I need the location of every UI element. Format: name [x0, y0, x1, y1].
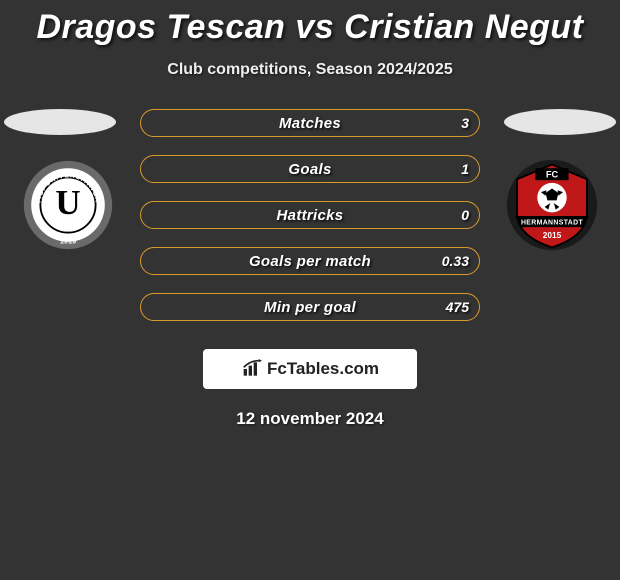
stat-label: Min per goal [264, 299, 356, 316]
player-oval-right [504, 109, 616, 135]
club-crest-left-icon: U F.C. UNIVERSITATEA 1919 [22, 159, 114, 251]
svg-text:FC: FC [546, 169, 559, 179]
bar-chart-icon [241, 359, 263, 379]
stat-row-hattricks: Hattricks 0 [140, 201, 480, 229]
stat-row-goals-per-match: Goals per match 0.33 [140, 247, 480, 275]
svg-text:HERMANNSTADT: HERMANNSTADT [521, 219, 584, 226]
club-crest-right-icon: FC HERMANNSTADT 2015 [506, 159, 598, 251]
date-text: 12 november 2024 [0, 409, 620, 429]
stat-label: Hattricks [277, 207, 344, 224]
stat-label: Matches [279, 115, 341, 132]
stat-right-value: 0 [461, 207, 469, 223]
stat-right-value: 475 [446, 299, 469, 315]
stat-label: Goals [288, 161, 331, 178]
subtitle: Club competitions, Season 2024/2025 [0, 61, 620, 79]
club-badge-left: U F.C. UNIVERSITATEA 1919 [22, 159, 114, 251]
brand-text: FcTables.com [267, 359, 379, 379]
stat-right-value: 3 [461, 115, 469, 131]
svg-text:2015: 2015 [543, 231, 562, 240]
stat-right-value: 0.33 [442, 253, 469, 269]
page-title: Dragos Tescan vs Cristian Negut [0, 0, 620, 47]
svg-text:1919: 1919 [60, 237, 76, 246]
player-oval-left [4, 109, 116, 135]
stat-row-matches: Matches 3 [140, 109, 480, 137]
stat-row-goals: Goals 1 [140, 155, 480, 183]
club-badge-right: FC HERMANNSTADT 2015 [506, 159, 598, 251]
comparison-main: U F.C. UNIVERSITATEA 1919 FC HERMANNSTAD… [0, 109, 620, 429]
stats-list: Matches 3 Goals 1 Hattricks 0 Goals per … [140, 109, 480, 321]
stat-right-value: 1 [461, 161, 469, 177]
brand-box: FcTables.com [203, 349, 417, 389]
stat-row-min-per-goal: Min per goal 475 [140, 293, 480, 321]
stat-label: Goals per match [249, 253, 371, 270]
svg-text:U: U [55, 183, 80, 222]
